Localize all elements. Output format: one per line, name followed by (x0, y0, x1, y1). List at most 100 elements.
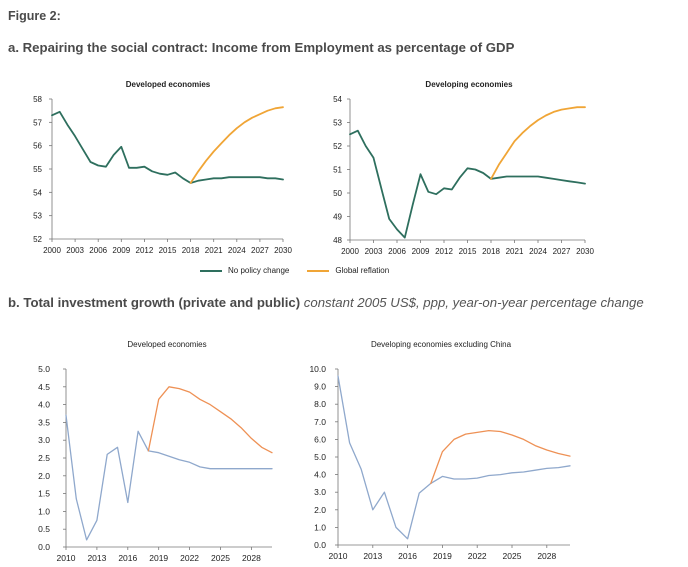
y-tick-label: 3.5 (38, 417, 50, 427)
section-b-title-main: b. Total investment growth (private and … (8, 295, 301, 310)
x-tick-label: 2027 (251, 246, 269, 255)
x-tick-label: 2027 (553, 247, 571, 256)
legend-label-reflation: Global reflation (335, 266, 390, 275)
y-tick-label: 2.0 (38, 471, 50, 481)
legend-label-no-policy: No policy change (228, 266, 290, 275)
y-tick-label: 52 (333, 142, 342, 151)
y-tick-label: 51 (333, 166, 342, 175)
y-tick-label: 4.0 (38, 400, 50, 410)
chart-title: Developed economies (127, 340, 206, 349)
x-tick-label: 2018 (482, 247, 500, 256)
series-line-baseline (337, 375, 571, 540)
y-tick-label: 0.0 (38, 542, 50, 552)
y-tick-label: 57 (33, 118, 42, 127)
y-tick-label: 49 (333, 213, 342, 222)
x-tick-label: 2010 (57, 553, 76, 563)
series-line-baseline (65, 414, 273, 541)
legend-swatch-no-policy (200, 269, 222, 272)
y-tick-label: 5.0 (38, 364, 50, 374)
x-tick-label: 2022 (468, 551, 487, 561)
y-tick-label: 55 (33, 165, 42, 174)
y-tick-label: 54 (33, 188, 42, 197)
x-tick-label: 2010 (329, 551, 348, 561)
y-tick-label: 10.0 (309, 364, 326, 374)
x-tick-label: 2000 (341, 247, 359, 256)
x-tick-label: 2016 (398, 551, 417, 561)
chart-developed-income: Developed economies 52 53 54 55 56 57 58 2000 200… (33, 80, 292, 255)
x-tick-label: 2021 (205, 246, 223, 255)
x-tick-label: 2019 (149, 553, 168, 563)
y-tick-label: 50 (333, 189, 342, 198)
y-tick-label: 56 (33, 142, 42, 151)
series-line-reflation (189, 106, 284, 184)
y-tick-label: 4.0 (314, 470, 326, 480)
y-tick-label: 6.0 (314, 434, 326, 444)
section-b-subtitle: constant 2005 US$, ppp, year-on-year per… (303, 295, 644, 310)
y-tick-label: 8.0 (314, 399, 326, 409)
chart-title: Developing economies (425, 80, 513, 89)
y-tick-label: 9.0 (314, 382, 326, 392)
x-tick-label: 2000 (43, 246, 61, 255)
x-tick-label: 2024 (529, 247, 547, 256)
y-tick-label: 0.5 (38, 524, 50, 534)
x-tick-label: 2030 (576, 247, 594, 256)
x-tick-label: 2009 (412, 247, 430, 256)
x-tick-label: 2003 (365, 247, 383, 256)
y-tick-label: 2.5 (38, 453, 50, 463)
x-tick-label: 2021 (506, 247, 524, 256)
chart-title: Developed economies (126, 80, 211, 89)
y-tick-label: 0.0 (314, 540, 326, 550)
x-tick-label: 2003 (66, 246, 84, 255)
x-tick-label: 2006 (388, 247, 406, 256)
y-tick-label: 3.0 (314, 487, 326, 497)
chart-developed-investment: Developed economies 0.0 0.5 1.0 1.5 2.0 2.5 3.0… (38, 340, 273, 563)
y-tick-label: 1.0 (38, 506, 50, 516)
chart-developing-investment: Developing economies excluding China 0.0 1… (309, 340, 571, 561)
y-tick-label: 53 (33, 212, 42, 221)
x-tick-label: 2013 (87, 553, 106, 563)
x-tick-label: 2019 (433, 551, 452, 561)
legend: No policy change Global reflation (200, 266, 407, 275)
legend-swatch-reflation (307, 269, 330, 272)
y-tick-label: 3.0 (38, 435, 50, 445)
x-tick-label: 2009 (112, 246, 130, 255)
y-tick-label: 4.5 (38, 382, 50, 392)
section-b-title: b. Total investment growth (private and … (8, 295, 644, 310)
x-tick-label: 2028 (537, 551, 556, 561)
y-tick-label: 58 (33, 95, 42, 104)
x-tick-label: 2025 (211, 553, 230, 563)
x-tick-label: 2016 (118, 553, 137, 563)
x-tick-label: 2015 (459, 247, 477, 256)
series-line-reflation (147, 386, 273, 454)
y-tick-label: 5.0 (314, 452, 326, 462)
x-tick-label: 2025 (503, 551, 522, 561)
y-tick-label: 53 (333, 119, 342, 128)
y-tick-label: 52 (33, 235, 42, 244)
y-tick-label: 7.0 (314, 417, 326, 427)
legend-item-reflation: Global reflation (307, 266, 389, 275)
x-tick-label: 2024 (228, 246, 246, 255)
y-tick-label: 1.5 (38, 489, 50, 499)
chart-developing-income: Developing economies 48 49 50 51 52 53 54 2000 20… (333, 80, 594, 256)
x-tick-label: 2006 (89, 246, 107, 255)
x-tick-label: 2013 (363, 551, 382, 561)
x-tick-label: 2028 (242, 553, 261, 563)
series-line-reflation (490, 106, 586, 180)
y-tick-label: 54 (333, 95, 342, 104)
y-tick-label: 48 (333, 236, 342, 245)
y-tick-label: 1.0 (314, 522, 326, 532)
section-a-title: a. Repairing the social contract: Income… (8, 40, 515, 55)
series-line-baseline (349, 129, 586, 239)
series-line-baseline (51, 110, 284, 184)
figure-label: Figure 2: (8, 9, 61, 23)
chart-title: Developing economies excluding China (371, 340, 512, 349)
x-tick-label: 2022 (180, 553, 199, 563)
x-tick-label: 2015 (159, 246, 177, 255)
x-tick-label: 2018 (182, 246, 200, 255)
legend-item-no-policy: No policy change (200, 266, 289, 275)
x-tick-label: 2012 (136, 246, 154, 255)
y-tick-label: 2.0 (314, 505, 326, 515)
x-tick-label: 2012 (435, 247, 453, 256)
x-tick-label: 2030 (274, 246, 292, 255)
series-line-reflation (430, 429, 571, 485)
